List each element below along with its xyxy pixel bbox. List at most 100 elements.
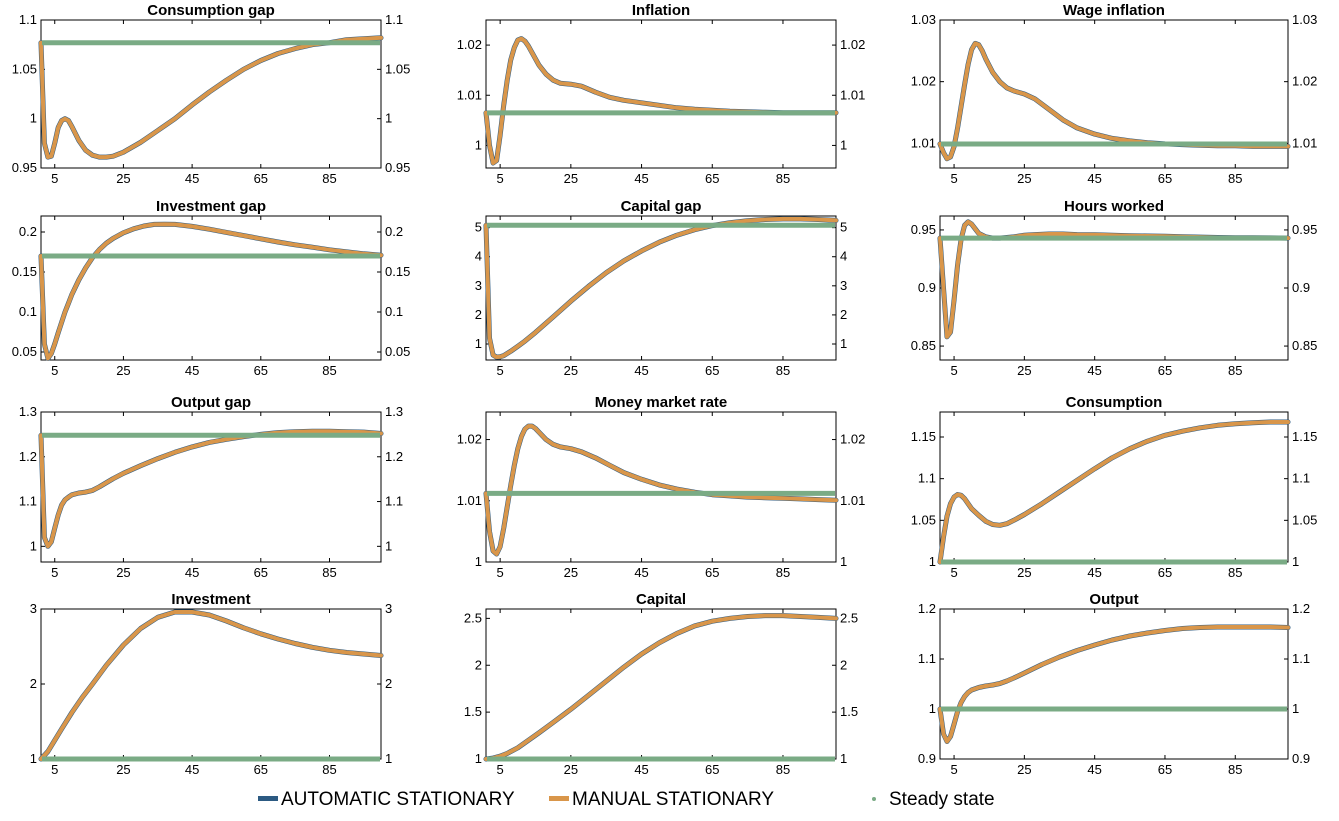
y-tick-label-left: 1.05 (911, 512, 936, 527)
x-tick-label: 25 (564, 762, 578, 777)
y-tick-label-left: 0.95 (12, 160, 37, 175)
x-tick-label: 65 (254, 565, 268, 580)
panel-title: Investment (171, 591, 250, 608)
y-tick-label-right: 1.05 (1292, 512, 1317, 527)
x-tick-label: 65 (1158, 762, 1172, 777)
x-tick-label: 5 (51, 363, 58, 378)
series-manual-line (39, 35, 383, 160)
y-tick-label-right: 3 (385, 601, 392, 616)
x-tick-label: 25 (1017, 565, 1031, 580)
x-tick-label: 25 (564, 363, 578, 378)
y-tick-label-right: 0.95 (385, 160, 410, 175)
y-tick-label-left: 1 (929, 701, 936, 716)
x-tick-label: 25 (116, 171, 130, 186)
panel-1: Consumption gap 5 25 45 65 85 0.95 0.95 1 1 1.05 1.… (12, 2, 411, 186)
x-tick-label: 45 (1087, 363, 1101, 378)
x-tick-label: 65 (705, 363, 719, 378)
panel-3: Wage inflation 5 25 45 65 85 1.01 1.01 1.02 1.02 1… (911, 2, 1318, 186)
y-tick-label-right: 1 (840, 336, 847, 351)
y-tick-label-right: 2 (840, 657, 847, 672)
panel-title: Inflation (632, 2, 690, 19)
panel-12: Output 5 25 45 65 85 0.9 0.9 1 1 1.1 1.1 1.2 1.2 (918, 591, 1310, 777)
y-tick-label-left: 0.9 (918, 751, 936, 766)
plot-frame (40, 215, 382, 361)
y-tick-label-right: 2 (840, 307, 847, 322)
x-tick-label: 45 (634, 565, 648, 580)
legend: AUTOMATIC STATIONARY MANUAL STATIONARY S… (258, 789, 995, 810)
y-tick-label-left: 1 (30, 111, 37, 126)
y-tick-label-left: 5 (475, 220, 482, 235)
y-tick-label-right: 0.95 (1292, 222, 1317, 237)
x-tick-label: 25 (116, 762, 130, 777)
x-tick-label: 85 (1228, 171, 1242, 186)
x-tick-label: 5 (950, 565, 957, 580)
plot-frame (485, 19, 837, 169)
y-tick-label-left: 2.5 (464, 610, 482, 625)
plot-frame (40, 608, 382, 760)
y-tick-label-right: 1.15 (1292, 429, 1317, 444)
x-tick-label: 45 (634, 363, 648, 378)
y-tick-label-right: 1.2 (1292, 601, 1310, 616)
x-tick-label: 65 (254, 762, 268, 777)
y-tick-label-left: 3 (475, 278, 482, 293)
y-tick-label-right: 0.2 (385, 224, 403, 239)
y-tick-label-left: 1.01 (457, 87, 482, 102)
x-tick-label: 65 (1158, 171, 1172, 186)
y-tick-label-right: 0.85 (1292, 338, 1317, 353)
series-manual-line (39, 429, 383, 549)
x-tick-label: 5 (497, 363, 504, 378)
y-tick-label-left: 1.03 (911, 12, 936, 27)
x-tick-label: 85 (776, 363, 790, 378)
panel-8: Money market rate 5 25 45 65 85 1 1 1.01 1.01 1.02… (457, 394, 866, 580)
x-tick-label: 25 (564, 565, 578, 580)
y-tick-label-left: 1.1 (19, 12, 37, 27)
y-tick-label-right: 1 (840, 554, 847, 569)
plot-frame (939, 411, 1289, 563)
y-tick-label-left: 0.2 (19, 224, 37, 239)
panel-title: Capital (636, 591, 686, 608)
y-tick-label-right: 4 (840, 249, 847, 264)
y-tick-label-left: 1.15 (911, 429, 936, 444)
plot-frame (485, 215, 837, 361)
y-tick-label-left: 1.1 (918, 471, 936, 486)
y-tick-label-left: 1.2 (19, 449, 37, 464)
x-tick-label: 45 (185, 171, 199, 186)
x-tick-label: 5 (497, 565, 504, 580)
y-tick-label-right: 1.02 (840, 432, 865, 447)
x-tick-label: 85 (322, 762, 336, 777)
y-tick-label-right: 1.02 (840, 37, 865, 52)
y-tick-label-left: 1.5 (464, 704, 482, 719)
x-tick-label: 85 (322, 565, 336, 580)
y-tick-label-right: 0.15 (385, 264, 410, 279)
x-tick-label: 45 (1087, 762, 1101, 777)
y-tick-label-right: 5 (840, 220, 847, 235)
panel-title: Investment gap (156, 198, 266, 215)
y-tick-label-right: 1.05 (385, 61, 410, 76)
x-tick-label: 25 (1017, 363, 1031, 378)
panel-title: Hours worked (1064, 198, 1164, 215)
y-tick-label-right: 2.5 (840, 610, 858, 625)
y-tick-label-right: 0.05 (385, 344, 410, 359)
x-tick-label: 45 (634, 762, 648, 777)
x-tick-label: 5 (497, 762, 504, 777)
y-tick-label-left: 0.05 (12, 344, 37, 359)
y-tick-label-right: 1.1 (385, 494, 403, 509)
y-tick-label-left: 1.02 (457, 37, 482, 52)
y-tick-label-right: 1 (385, 111, 392, 126)
series-manual-line (484, 216, 838, 360)
x-tick-label: 25 (1017, 171, 1031, 186)
legend-swatch-automatic (258, 796, 278, 801)
y-tick-label-left: 0.1 (19, 304, 37, 319)
x-tick-label: 85 (1228, 363, 1242, 378)
panel-7: Output gap 5 25 45 65 85 1 1 1.1 1.1 1.2 1.2 1.3 1.3 (19, 394, 403, 580)
y-tick-label-left: 1.02 (457, 432, 482, 447)
legend-label-manual: MANUAL STATIONARY (572, 789, 774, 810)
series-manual-line (484, 613, 838, 761)
x-tick-label: 5 (51, 762, 58, 777)
x-tick-label: 45 (634, 171, 648, 186)
y-tick-label-right: 1.2 (385, 449, 403, 464)
y-tick-label-right: 1.1 (385, 12, 403, 27)
y-tick-label-right: 0.9 (1292, 751, 1310, 766)
